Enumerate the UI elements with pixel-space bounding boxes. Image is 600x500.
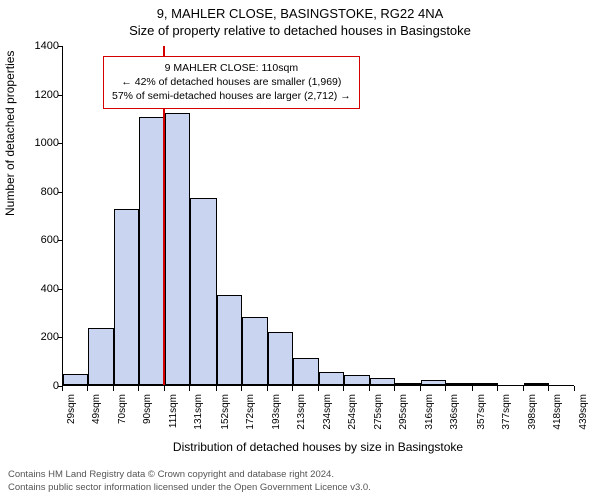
x-tick-mark — [216, 386, 217, 391]
x-tick-label: 295sqm — [398, 394, 409, 438]
histogram-bar — [473, 383, 498, 385]
footer-attribution: Contains HM Land Registry data © Crown c… — [8, 469, 371, 494]
histogram-bar — [114, 209, 139, 385]
histogram-bar — [395, 383, 421, 385]
histogram-bar — [319, 372, 344, 385]
x-tick-label: 111sqm — [168, 394, 179, 438]
x-tick-label: 131sqm — [193, 394, 204, 438]
x-tick-label: 70sqm — [117, 394, 128, 438]
x-tick-mark — [138, 386, 139, 391]
annotation-line: 9 MAHLER CLOSE: 110sqm — [112, 61, 351, 75]
histogram-bar — [421, 380, 446, 385]
histogram-bar — [190, 198, 216, 385]
y-tick-label: 1000 — [23, 137, 59, 149]
histogram-bar — [63, 374, 88, 385]
x-tick-mark — [267, 386, 268, 391]
y-tick-label: 1200 — [23, 89, 59, 101]
x-tick-mark — [318, 386, 319, 391]
x-tick-label: 213sqm — [296, 394, 307, 438]
x-tick-label: 90sqm — [142, 394, 153, 438]
y-tick-mark — [58, 240, 63, 241]
footer-line-2: Contains public sector information licen… — [8, 482, 371, 494]
histogram-bar — [268, 332, 293, 385]
y-tick-label: 600 — [23, 234, 59, 246]
x-tick-label: 336sqm — [449, 394, 460, 438]
x-tick-label: 418sqm — [552, 394, 563, 438]
histogram-bar — [446, 383, 472, 385]
x-tick-label: 172sqm — [245, 394, 256, 438]
histogram-bar — [217, 295, 242, 385]
histogram-bar — [242, 317, 268, 385]
x-tick-mark — [241, 386, 242, 391]
x-tick-mark — [343, 386, 344, 391]
footer-line-1: Contains HM Land Registry data © Crown c… — [8, 469, 371, 481]
x-tick-label: 398sqm — [527, 394, 538, 438]
y-tick-label: 1400 — [23, 40, 59, 52]
y-tick-label: 400 — [23, 283, 59, 295]
histogram-bar — [139, 117, 165, 385]
x-tick-mark — [164, 386, 165, 391]
y-tick-mark — [58, 289, 63, 290]
x-tick-mark — [189, 386, 190, 391]
x-tick-label: 316sqm — [424, 394, 435, 438]
histogram-chart: Number of detached properties 0200400600… — [62, 46, 574, 416]
y-tick-mark — [58, 95, 63, 96]
page-title: 9, MAHLER CLOSE, BASINGSTOKE, RG22 4NA — [0, 0, 600, 21]
x-tick-label: 439sqm — [578, 394, 589, 438]
y-tick-mark — [58, 192, 63, 193]
annotation-line: 57% of semi-detached houses are larger (… — [112, 89, 351, 103]
histogram-bar — [524, 383, 549, 385]
y-tick-mark — [58, 143, 63, 144]
x-axis-label: Distribution of detached houses by size … — [62, 440, 574, 454]
x-tick-mark — [62, 386, 63, 391]
x-tick-mark — [369, 386, 370, 391]
x-tick-label: 275sqm — [373, 394, 384, 438]
x-tick-label: 254sqm — [347, 394, 358, 438]
histogram-bar — [370, 378, 395, 385]
x-tick-mark — [292, 386, 293, 391]
x-tick-label: 357sqm — [476, 394, 487, 438]
x-tick-label: 234sqm — [322, 394, 333, 438]
x-tick-label: 49sqm — [91, 394, 102, 438]
x-tick-mark — [445, 386, 446, 391]
x-tick-label: 377sqm — [501, 394, 512, 438]
x-tick-mark — [574, 386, 575, 391]
x-tick-mark — [548, 386, 549, 391]
x-tick-mark — [472, 386, 473, 391]
histogram-bar — [293, 358, 319, 385]
x-tick-mark — [87, 386, 88, 391]
annotation-box: 9 MAHLER CLOSE: 110sqm← 42% of detached … — [103, 56, 360, 109]
y-tick-mark — [58, 46, 63, 47]
histogram-bar — [165, 113, 190, 385]
x-tick-label: 152sqm — [220, 394, 231, 438]
x-tick-mark — [394, 386, 395, 391]
plot-area: 02004006008001000120014009 MAHLER CLOSE:… — [62, 46, 574, 386]
x-tick-mark — [113, 386, 114, 391]
y-tick-mark — [58, 337, 63, 338]
x-tick-label: 29sqm — [66, 394, 77, 438]
x-tick-mark — [497, 386, 498, 391]
x-tick-label: 193sqm — [271, 394, 282, 438]
page-subtitle: Size of property relative to detached ho… — [0, 21, 600, 38]
x-tick-mark — [420, 386, 421, 391]
x-tick-mark — [523, 386, 524, 391]
y-tick-label: 800 — [23, 186, 59, 198]
y-tick-label: 0 — [23, 380, 59, 392]
y-tick-label: 200 — [23, 331, 59, 343]
histogram-bar — [344, 375, 370, 385]
y-axis-label: Number of detached properties — [3, 51, 17, 216]
histogram-bar — [88, 328, 114, 385]
annotation-line: ← 42% of detached houses are smaller (1,… — [112, 75, 351, 89]
